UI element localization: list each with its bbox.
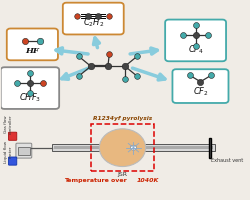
Point	[122, 77, 126, 80]
Point	[193, 34, 197, 37]
Point	[180, 34, 184, 37]
Text: Gas flow
controller: Gas flow controller	[4, 114, 12, 134]
Point	[208, 74, 212, 77]
Point	[206, 34, 210, 37]
Point	[28, 92, 32, 95]
Ellipse shape	[130, 145, 136, 150]
Point	[15, 82, 19, 85]
FancyBboxPatch shape	[8, 132, 17, 140]
Point	[198, 80, 202, 83]
Point	[28, 82, 32, 85]
Point	[96, 15, 100, 18]
Point	[134, 55, 138, 58]
Point	[107, 15, 111, 18]
FancyBboxPatch shape	[18, 147, 30, 155]
FancyBboxPatch shape	[62, 3, 123, 34]
Text: Exhaust vent: Exhaust vent	[210, 158, 243, 163]
Point	[40, 82, 44, 85]
Point	[76, 75, 80, 78]
FancyBboxPatch shape	[52, 144, 214, 151]
Point	[75, 15, 79, 18]
Text: Temperature over: Temperature over	[64, 178, 128, 183]
Text: R1234yf pyrolysis: R1234yf pyrolysis	[92, 116, 152, 121]
FancyBboxPatch shape	[208, 138, 210, 158]
Ellipse shape	[99, 129, 145, 167]
FancyBboxPatch shape	[54, 146, 212, 149]
Point	[122, 65, 126, 68]
Point	[86, 15, 90, 18]
FancyBboxPatch shape	[164, 20, 225, 61]
Text: JSR: JSR	[117, 172, 127, 177]
FancyBboxPatch shape	[1, 67, 59, 109]
Point	[28, 71, 32, 74]
Point	[107, 53, 111, 56]
Point	[193, 24, 197, 27]
Text: $CHF_3$: $CHF_3$	[19, 91, 41, 104]
Text: Liquid flow
meter: Liquid flow meter	[4, 140, 12, 163]
Text: HF: HF	[25, 47, 39, 55]
Point	[76, 55, 80, 58]
Point	[193, 44, 197, 47]
Text: $CF_2$: $CF_2$	[192, 85, 208, 98]
Text: $C_2H_2$: $C_2H_2$	[82, 17, 104, 29]
Point	[134, 75, 138, 78]
FancyBboxPatch shape	[16, 143, 32, 158]
FancyBboxPatch shape	[7, 28, 58, 60]
Point	[23, 40, 27, 43]
Text: $CF_4$: $CF_4$	[187, 43, 203, 56]
Point	[187, 74, 191, 77]
Point	[88, 65, 92, 68]
FancyBboxPatch shape	[172, 69, 228, 103]
Point	[38, 40, 42, 43]
Point	[106, 65, 110, 68]
Text: 1040K: 1040K	[136, 178, 159, 183]
FancyBboxPatch shape	[8, 157, 17, 165]
